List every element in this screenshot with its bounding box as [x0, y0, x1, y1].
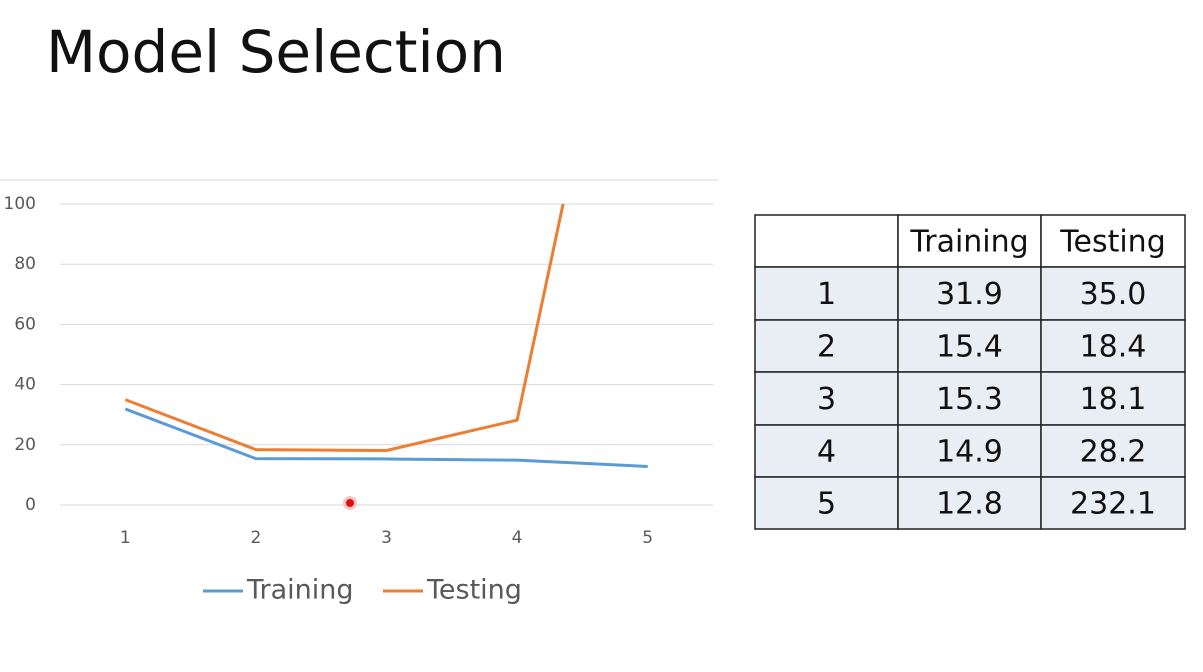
- cell-text: 5: [817, 487, 836, 522]
- cell-text: 3: [817, 382, 836, 417]
- y-tick-label: 40: [14, 375, 36, 395]
- series-line: [124, 204, 565, 453]
- header-text: Training: [909, 225, 1028, 260]
- table-cell: [897, 424, 1042, 478]
- header-cell: [1040, 214, 1186, 268]
- cell-text: 15.3: [936, 382, 1003, 417]
- header-text: Testing: [1059, 225, 1165, 260]
- table-cell: [754, 371, 899, 426]
- x-tick-label: 5: [642, 528, 653, 548]
- cell-text: 31.9: [936, 277, 1003, 312]
- legend-label: Training: [246, 575, 354, 606]
- pointer: [346, 499, 354, 507]
- table-cell: [897, 266, 1042, 321]
- y-tick-label: 80: [14, 254, 36, 274]
- legend-label: Testing: [426, 575, 522, 606]
- x-tick-label: 1: [120, 528, 131, 548]
- y-tick-label: 0: [25, 495, 36, 515]
- cell-text: 18.4: [1080, 330, 1147, 365]
- y-tick-label: 60: [14, 314, 36, 334]
- table-cell: [1040, 266, 1186, 321]
- header-cell: [754, 214, 899, 268]
- table-cell: [1040, 424, 1186, 478]
- cell-text: 35.0: [1080, 277, 1147, 312]
- x-tick-label: 3: [381, 528, 392, 548]
- table-cell: [754, 424, 899, 478]
- table-cell: [754, 319, 899, 373]
- cell-text: 1: [817, 277, 836, 312]
- slide-title: Model Selection: [46, 18, 506, 86]
- cell-text: 14.9: [936, 435, 1003, 470]
- cell-text: 18.1: [1080, 382, 1147, 417]
- chart: 0 20 40 60 80 100 1 2 3 4 5 Training Testing: [4, 194, 713, 606]
- table-cell: [1040, 476, 1186, 530]
- table-cell: [897, 371, 1042, 426]
- x-tick-label: 2: [250, 528, 261, 548]
- cell-text: 232.1: [1070, 487, 1156, 522]
- table-cell: [754, 476, 899, 530]
- table-cell: [897, 476, 1042, 530]
- y-tick-label: 100: [4, 194, 36, 214]
- y-tick-label: 20: [14, 435, 36, 455]
- x-tick-label: 4: [512, 528, 523, 548]
- series-line: [124, 407, 648, 468]
- cell-text: 12.8: [936, 487, 1003, 522]
- cell-text: 15.4: [936, 330, 1003, 365]
- cell-text: 28.2: [1080, 435, 1147, 470]
- cell-text: 4: [817, 435, 836, 470]
- table-cell: [897, 319, 1042, 373]
- table: Training Testing 1 31.9 35.0 2 15.4 18.4 3 15.3 18…: [754, 214, 1186, 530]
- cell-text: 2: [817, 330, 836, 365]
